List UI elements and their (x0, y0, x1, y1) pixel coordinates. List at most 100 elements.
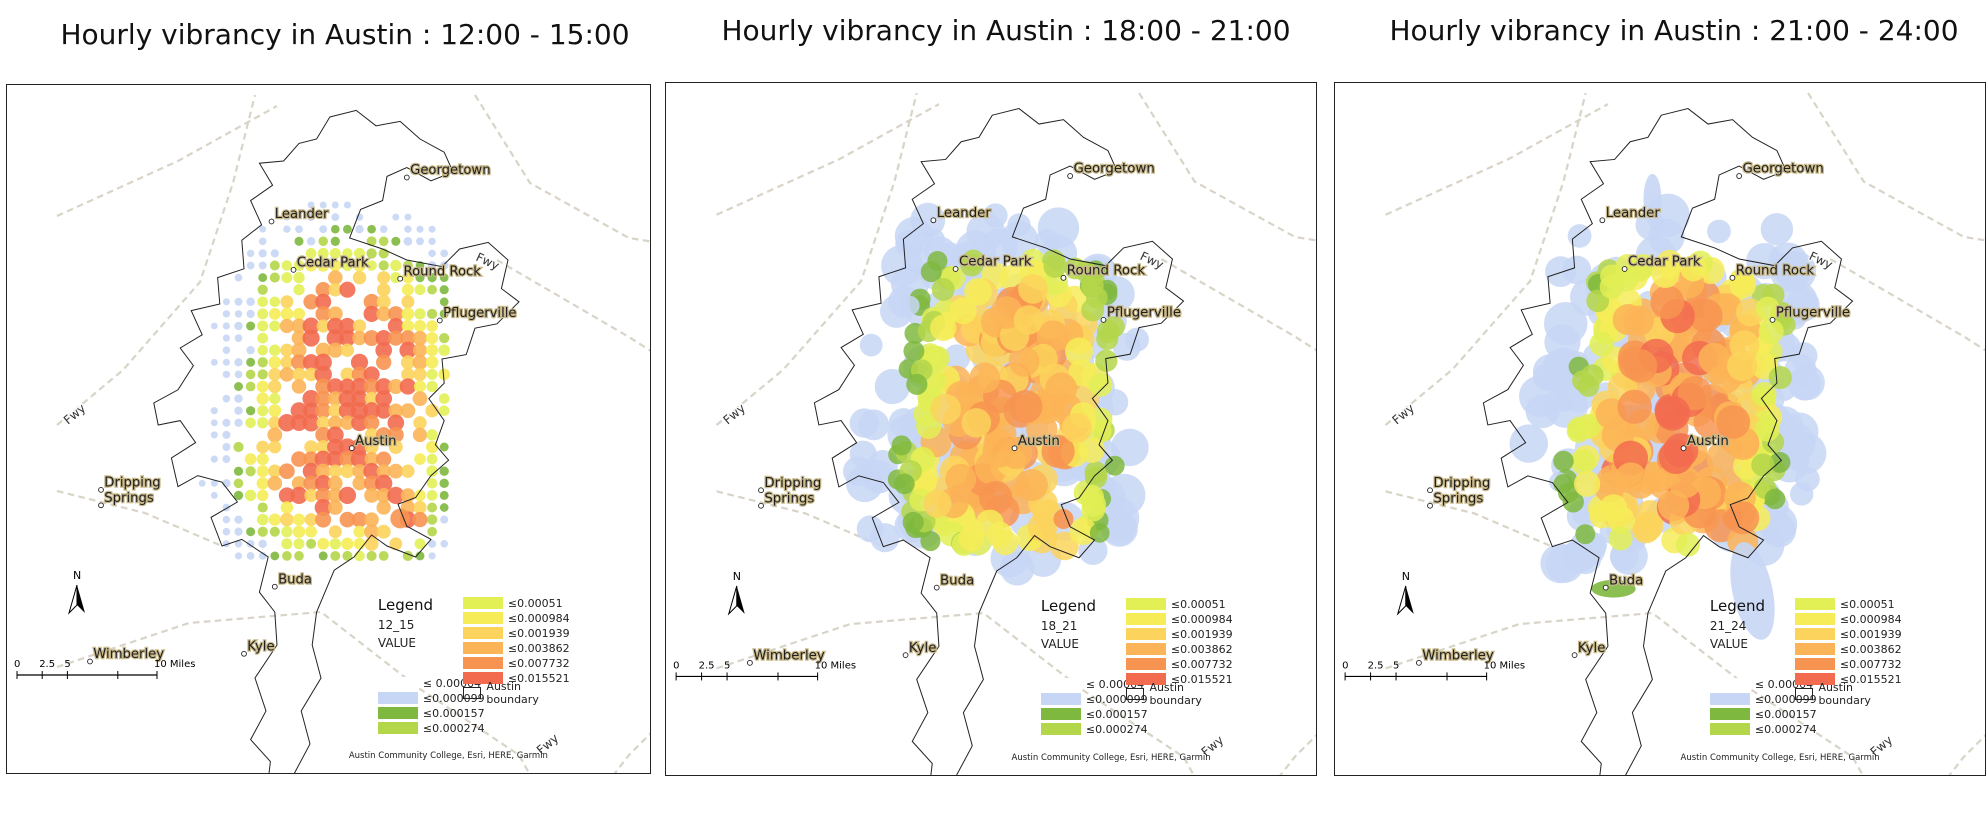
vibrancy-cell (416, 237, 424, 246)
vibrancy-cell (340, 367, 355, 382)
legend-class: ≤0.00051 (1125, 597, 1233, 612)
legend-class-label: ≤0.000099 (1085, 692, 1148, 706)
vibrancy-cell (246, 552, 255, 560)
vibrancy-cell (246, 297, 255, 307)
vibrancy-cell (427, 284, 437, 295)
vibrancy-cell (428, 225, 436, 233)
legend-swatch (462, 657, 503, 670)
legend-swatch (1709, 708, 1750, 721)
vibrancy-cell (378, 236, 389, 247)
vibrancy-cell (1007, 213, 1031, 237)
town-label-kyle: Kyle (909, 641, 937, 656)
road-line (56, 94, 257, 426)
vibrancy-cell (412, 330, 428, 346)
legend-title: Legend (1709, 596, 1765, 615)
scale-label: 2.5 (1368, 660, 1384, 671)
scale-label: 0 (1342, 660, 1348, 671)
legend-class: ≤0.000274 (1709, 722, 1817, 737)
vibrancy-cell (319, 225, 328, 234)
town-label-buda: Buda (940, 573, 974, 588)
vibrancy-cell (268, 367, 282, 381)
vibrancy-cell (328, 282, 343, 297)
legend-boundary-label: Austin boundary (1818, 681, 1871, 708)
vibrancy-cell (363, 293, 380, 310)
vibrancy-cell (1656, 249, 1684, 277)
austin-boundary (813, 108, 1185, 775)
vibrancy-cell (1615, 462, 1647, 494)
vibrancy-cell (328, 525, 342, 539)
vibrancy-cell (364, 524, 380, 540)
vibrancy-cell (210, 322, 218, 330)
vibrancy-cell (1061, 413, 1092, 444)
vibrancy-cell (1591, 579, 1636, 598)
vibrancy-cell (257, 296, 268, 308)
vibrancy-cell (315, 390, 332, 407)
vibrancy-cell (412, 343, 428, 358)
vibrancy-cell (943, 344, 971, 372)
vibrancy-cell (1553, 474, 1574, 494)
legend-swatch (1125, 613, 1166, 626)
vibrancy-cell (924, 345, 950, 371)
vibrancy-cell (351, 390, 368, 407)
vibrancy-cell (978, 480, 1013, 515)
vibrancy-cell (364, 428, 379, 442)
town-label-wimberley: Wimberley (753, 649, 825, 664)
legend-class-label: ≤0.000157 (1085, 707, 1148, 721)
vibrancy-cell (412, 511, 428, 528)
vibrancy-cell (1726, 350, 1758, 382)
vibrancy-cell (328, 415, 343, 430)
austin-boundary (153, 109, 520, 773)
vibrancy-cell (439, 490, 449, 500)
vibrancy-cell (222, 418, 231, 427)
vibrancy-hotspot (1722, 509, 1743, 529)
vibrancy-cell (222, 334, 230, 342)
vibrancy-cell (210, 407, 218, 415)
legend-swatch (1125, 658, 1166, 671)
vibrancy-cell (1688, 298, 1723, 333)
vibrancy-layer (198, 201, 451, 562)
vibrancy-cell (387, 317, 404, 335)
vibrancy-cell (258, 261, 267, 270)
vibrancy-cell (1631, 514, 1661, 544)
vibrancy-cell (339, 511, 356, 528)
vibrancy-cell (350, 450, 369, 468)
town-marker (952, 266, 959, 272)
vibrancy-cell (439, 332, 450, 344)
vibrancy-cell (210, 358, 218, 366)
vibrancy-cell (426, 368, 438, 380)
highway-label: Fwy (721, 401, 749, 427)
vibrancy-cell (304, 513, 318, 527)
vibrancy-cell (1643, 173, 1662, 223)
vibrancy-cell (293, 260, 305, 271)
legend-class: ≤0.007732 (1125, 657, 1233, 672)
vibrancy-cell (278, 487, 295, 504)
town-label-austin: Austin (1687, 434, 1729, 449)
vibrancy-cell (340, 343, 355, 357)
vibrancy-cell (387, 486, 405, 504)
vibrancy-cell (392, 213, 400, 221)
vibrancy-cell (316, 416, 330, 430)
legend-class-label: ≤0.007732 (1170, 657, 1233, 671)
vibrancy-cell (425, 355, 439, 369)
vibrancy-cell (258, 539, 267, 549)
vibrancy-cell (328, 391, 343, 406)
town-label-cedar-park: Cedar Park (297, 256, 369, 271)
town-marker (241, 650, 247, 657)
vibrancy-cell (1655, 395, 1691, 431)
vibrancy-cell (388, 403, 404, 418)
legend-class: ≤0.003862 (1794, 642, 1902, 657)
vibrancy-cell (975, 509, 1004, 538)
town-marker (930, 217, 937, 224)
road-line (1829, 258, 1985, 352)
legend-class: ≤0.015521 (462, 671, 570, 686)
vibrancy-cell (281, 272, 293, 284)
vibrancy-cell (256, 477, 269, 490)
highway-label: Fwy (1390, 401, 1418, 427)
vibrancy-cell (269, 392, 281, 405)
vibrancy-cell (279, 367, 295, 382)
vibrancy-cell (338, 402, 357, 420)
vibrancy-cell (859, 333, 883, 357)
